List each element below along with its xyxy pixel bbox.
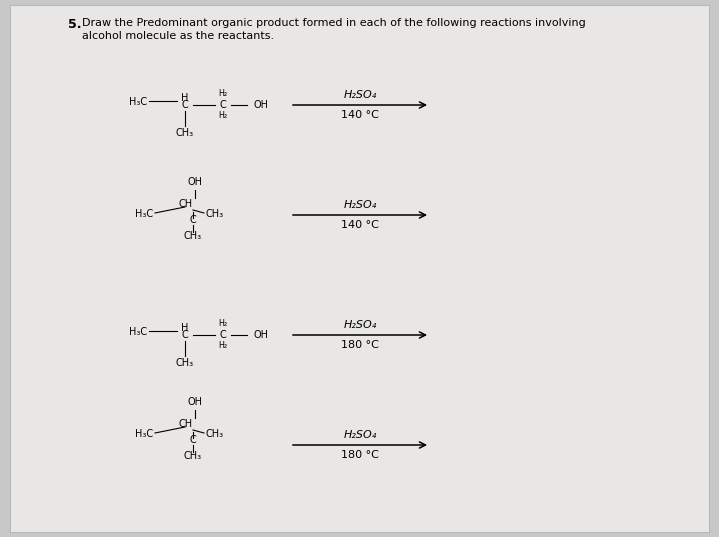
Text: H₂: H₂ (219, 111, 227, 120)
Text: CH: CH (179, 199, 193, 209)
Text: H₃C: H₃C (135, 209, 153, 219)
Text: 140 °C: 140 °C (341, 220, 379, 230)
Text: OH: OH (188, 397, 203, 407)
Text: C: C (190, 435, 196, 445)
Text: H: H (181, 323, 188, 333)
FancyBboxPatch shape (10, 5, 709, 532)
Text: CH₃: CH₃ (184, 231, 202, 241)
Text: H₃C: H₃C (135, 429, 153, 439)
Text: H₃C: H₃C (129, 327, 147, 337)
Text: C: C (219, 100, 226, 110)
Text: H₃C: H₃C (129, 97, 147, 107)
Text: CH₃: CH₃ (176, 358, 194, 368)
Text: 5.: 5. (68, 18, 81, 31)
Text: H₂SO₄: H₂SO₄ (344, 200, 377, 210)
Text: H₂SO₄: H₂SO₄ (344, 90, 377, 100)
Text: H₂: H₂ (219, 340, 227, 350)
Text: 140 °C: 140 °C (341, 110, 379, 120)
Text: H₂SO₄: H₂SO₄ (344, 430, 377, 440)
Text: OH: OH (253, 100, 268, 110)
Text: C: C (182, 100, 188, 110)
Text: alcohol molecule as the reactants.: alcohol molecule as the reactants. (82, 31, 274, 41)
Text: H₂SO₄: H₂SO₄ (344, 320, 377, 330)
Text: OH: OH (253, 330, 268, 340)
Text: C: C (182, 330, 188, 340)
Text: CH₃: CH₃ (205, 209, 223, 219)
Text: Draw the Predominant organic product formed in each of the following reactions i: Draw the Predominant organic product for… (82, 18, 586, 28)
Text: C: C (219, 330, 226, 340)
Text: H₂: H₂ (219, 89, 227, 98)
Text: CH: CH (179, 419, 193, 429)
Text: CH₃: CH₃ (176, 128, 194, 138)
Text: OH: OH (188, 177, 203, 187)
Text: CH₃: CH₃ (205, 429, 223, 439)
Text: CH₃: CH₃ (184, 451, 202, 461)
Text: H: H (181, 93, 188, 103)
Text: H₂: H₂ (219, 318, 227, 328)
Text: 180 °C: 180 °C (341, 450, 379, 460)
Text: C: C (190, 215, 196, 225)
Text: 180 °C: 180 °C (341, 340, 379, 350)
